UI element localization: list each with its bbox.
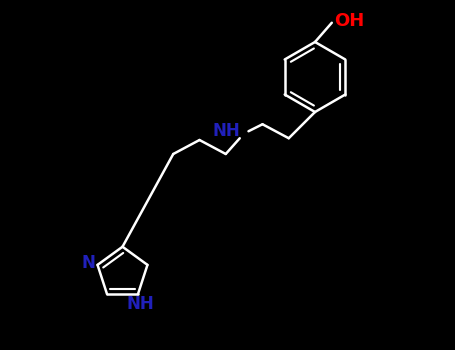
Text: N: N xyxy=(82,254,96,272)
Text: NH: NH xyxy=(212,122,240,140)
Text: NH: NH xyxy=(127,295,155,313)
Text: OH: OH xyxy=(334,12,365,30)
